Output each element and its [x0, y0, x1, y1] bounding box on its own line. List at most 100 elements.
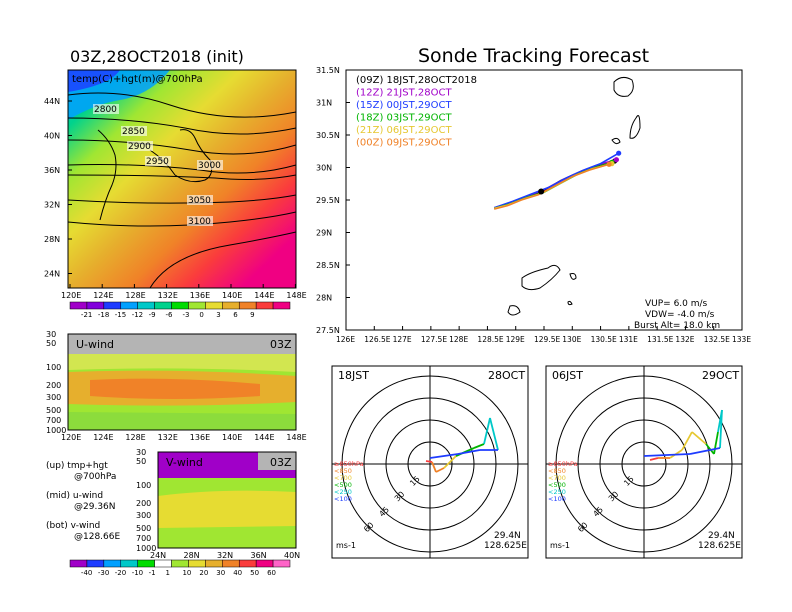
colorbar-swatch [103, 559, 122, 568]
colorbar-label: -9 [149, 311, 156, 319]
lon-tick: 144E [254, 433, 274, 442]
track-line-2 [493, 152, 620, 209]
lon-tick: 136E [190, 291, 210, 300]
vwind-frame [157, 451, 297, 549]
colorbar-label: 9 [250, 311, 254, 319]
pressure-tick: 50 [136, 457, 146, 466]
colorbar-swatch [103, 301, 122, 310]
legend-entry: (12Z) 21JST,28OCT [356, 88, 452, 99]
island-outline [521, 264, 561, 291]
colorbar-label: 1 [166, 569, 170, 577]
hodo-segment [691, 431, 707, 445]
x-tick-label: 127.5E [421, 335, 447, 344]
pressure-tick: 200 [136, 499, 151, 508]
x-tick-label: 128.5E [477, 335, 503, 344]
y-tick-label: 30N [316, 164, 332, 173]
x-tick-label: 131E [619, 335, 638, 344]
colorbar-label: 10 [182, 569, 191, 577]
hodo-legend: <850 [548, 467, 566, 475]
colorbar-swatch [86, 559, 105, 568]
hodo-legend: <100 [334, 495, 352, 503]
pressure-tick: 100 [136, 481, 151, 490]
colorbar-label: -30 [98, 569, 109, 577]
x-tick-label: 129E [506, 335, 525, 344]
colorbar-label: -3 [182, 311, 189, 319]
pressure-tick: 500 [46, 406, 61, 415]
pressure-tick: 300 [136, 511, 151, 520]
hodo-legend: ≥850hPa [334, 460, 364, 468]
colorbar-swatch [272, 559, 291, 568]
pressure-tick: 30 [46, 330, 56, 339]
pressure-tick: 50 [46, 339, 56, 348]
colorbar-label: 60 [267, 569, 276, 577]
hodo-segment [483, 417, 491, 445]
colorbar-swatch [86, 301, 105, 310]
hodo-date: 28OCT [488, 369, 525, 382]
label-backdrop [93, 104, 119, 114]
hodo-segment [643, 453, 691, 457]
y-tick-label: 28.5N [316, 261, 340, 270]
colorbar-swatch [120, 559, 138, 568]
x-tick-label: 126.5E [364, 335, 390, 344]
lon-tick: 132E [158, 433, 178, 442]
burst-point-5 [606, 161, 612, 167]
x-tick-label: 126E [336, 335, 355, 344]
lon-tick: 144E [254, 291, 274, 300]
lat-tick: 28N [44, 235, 60, 244]
lon-tick: 120E [61, 433, 81, 442]
vdw-text: VDW= -4.0 m/s [645, 310, 715, 320]
pressure-tick: 30 [136, 448, 146, 457]
hodo-lon: 128.625E [484, 541, 527, 551]
legend-note: (mid) u-wind [46, 491, 103, 501]
hodo-date: 29OCT [702, 369, 739, 382]
hodo-segment [431, 461, 437, 473]
hodo-segment [457, 449, 481, 455]
lon-tick: 148E [286, 433, 306, 442]
hodo-legend: <100 [548, 495, 566, 503]
lat-tick: 32N [44, 201, 60, 210]
colorbar-label: 50 [250, 569, 259, 577]
x-tick-label: 128E [449, 335, 468, 344]
chart-title: Sonde Tracking Forecast [418, 45, 649, 67]
lat-tick: 36N [44, 166, 60, 175]
colorbar-label: 0 [199, 311, 203, 319]
x-tick-label: 130E [562, 335, 581, 344]
height-contour [67, 92, 297, 118]
colorbar-swatch [188, 559, 206, 568]
height-contour [67, 194, 297, 204]
hodo-legend: ≥850hPa [548, 460, 578, 468]
lon-tick: 128E [125, 291, 145, 300]
colorbar-label: -20 [115, 569, 126, 577]
y-tick-label: 27.5N [316, 326, 340, 335]
lat-tick: 40N [44, 132, 60, 141]
lat-tick: 40N [284, 551, 300, 560]
lon-tick: 148E [286, 291, 306, 300]
hodo-legend: <250 [548, 488, 566, 496]
uwind-band [68, 354, 296, 372]
hodo-unit: ms-1 [550, 541, 570, 550]
colorbar-swatch [188, 301, 206, 310]
uwind-time: 03Z [270, 338, 292, 351]
height-contour [67, 117, 297, 135]
legend-entry: (09Z) 18JST,28OCT2018 [356, 75, 477, 86]
legend-note: @128.66E [74, 532, 120, 542]
uwind-core [90, 378, 260, 399]
hodo-legend: <700 [548, 474, 566, 482]
lat-tick: 28N [184, 551, 200, 560]
colorbar-swatch [154, 559, 172, 568]
height-contour [67, 174, 297, 180]
label-backdrop [145, 156, 171, 166]
y-tick-label: 28N [316, 294, 332, 303]
legend-note: (bot) v-wind [46, 521, 100, 531]
legend-entry: (15Z) 00JST,29OCT [356, 100, 452, 111]
hodo-lat: 29.4N [494, 531, 521, 541]
y-tick-label: 31.5N [316, 66, 340, 75]
colorbar-label: 30 [216, 569, 225, 577]
legend-entry: (00Z) 09JST,29OCT [356, 138, 452, 149]
coastline [97, 129, 117, 221]
hodo-legend: <500 [548, 481, 566, 489]
hodograph-0 [331, 365, 529, 559]
hodo-segment [705, 443, 715, 455]
colorbar-swatch [137, 559, 155, 568]
legend-note: @29.36N [74, 502, 116, 512]
